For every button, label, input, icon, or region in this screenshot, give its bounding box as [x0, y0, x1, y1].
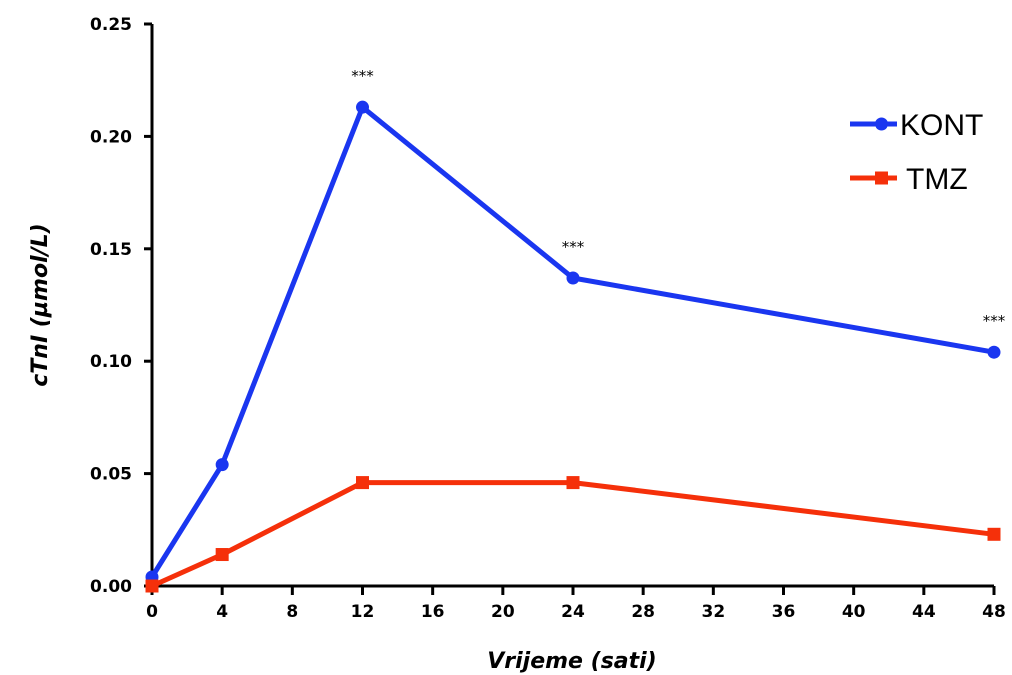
x-tick-label: 16 — [421, 602, 445, 622]
legend-marker — [875, 117, 888, 131]
x-tick-label: 44 — [912, 602, 936, 622]
x-tick-label: 24 — [561, 602, 585, 622]
axes: 0.000.050.100.150.200.250 4 8 12 16 20 24 28 32 3… — [90, 15, 1006, 622]
y-tick-label: 0.15 — [90, 240, 132, 260]
legend-label: KONT — [900, 109, 983, 142]
series-line-tmz — [150, 480, 995, 589]
data-point-tmz — [145, 579, 159, 593]
x-tick-label: 12 — [351, 602, 375, 622]
data-point-tmz — [566, 476, 580, 490]
legend-label: TMZ — [906, 163, 968, 196]
data-point-kont — [987, 345, 1001, 359]
x-tick-label: 28 — [631, 602, 655, 622]
x-tick-label: 4 — [216, 602, 228, 622]
data-point-tmz — [987, 527, 1001, 541]
x-tick-label: 48 — [982, 602, 1006, 622]
y-axis-title: cTnI (µmol/L) — [28, 223, 53, 387]
x-tick-label: 20 — [491, 602, 515, 622]
data-point-tmz — [356, 476, 369, 490]
x-tick-label: 8 — [286, 602, 298, 622]
data-point-kont — [356, 100, 369, 114]
significance-marker: *** — [983, 312, 1006, 330]
data-point-kont — [566, 271, 580, 285]
x-tick-label: 40 — [842, 602, 866, 622]
significance-marker: *** — [562, 238, 585, 256]
y-tick-label: 0.10 — [90, 352, 132, 372]
y-tick-label: 0.00 — [90, 577, 132, 597]
data-point-tmz — [215, 548, 229, 562]
legend-item-kont: KONT — [850, 109, 983, 142]
y-tick-label: 0.25 — [90, 15, 132, 35]
x-tick-label: 36 — [772, 602, 796, 622]
significance-marker: *** — [351, 67, 374, 85]
series-layer — [145, 100, 1001, 593]
legend-marker — [875, 171, 888, 185]
legend-item-tmz: TMZ — [850, 163, 968, 196]
annotation-layer: *** *** *** — [351, 67, 1006, 330]
y-tick-label: 0.05 — [90, 465, 132, 485]
y-tick-label: 0.20 — [90, 127, 132, 147]
x-tick-label: 0 — [146, 602, 158, 622]
x-axis-title: Vrijeme (sati) — [487, 649, 657, 674]
legend: KONT TMZ — [850, 109, 983, 196]
x-tick-label: 32 — [701, 602, 725, 622]
data-point-kont — [215, 458, 229, 472]
